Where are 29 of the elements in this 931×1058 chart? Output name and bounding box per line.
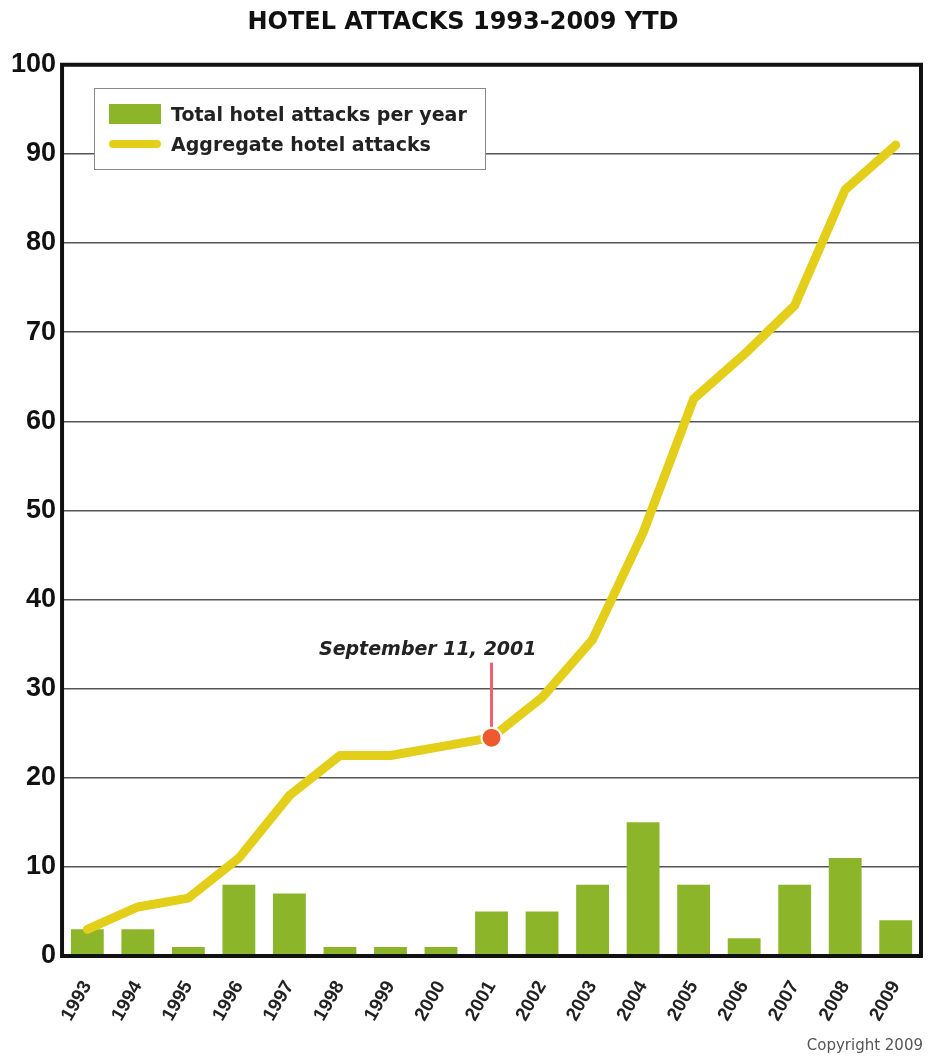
- bar: [70, 929, 104, 956]
- bar: [677, 884, 711, 956]
- y-tick-label: 60: [26, 404, 57, 435]
- y-tick-label: 90: [26, 137, 57, 168]
- y-tick-label: 80: [26, 226, 57, 257]
- text: Copyright 2009: [806, 1036, 923, 1054]
- y-tick-label: 40: [26, 582, 57, 613]
- legend-label: Aggregate hotel attacks: [171, 133, 431, 155]
- bar: [273, 893, 306, 956]
- bar: [121, 929, 155, 956]
- y-tick-label: 70: [26, 315, 57, 346]
- bar: [525, 911, 559, 956]
- y-tick-label: 50: [26, 493, 57, 524]
- bar: [626, 822, 660, 956]
- bar: [828, 857, 862, 956]
- y-tick-label: 10: [26, 850, 57, 881]
- bar: [778, 884, 812, 956]
- y-tick-label: 30: [26, 672, 57, 703]
- bar: [727, 938, 761, 956]
- annotation: September 11, 2001: [318, 637, 537, 660]
- y-tick-label: 100: [10, 48, 57, 79]
- bar: [879, 920, 913, 956]
- bar: [576, 884, 609, 956]
- y-tick-label: 0: [41, 939, 57, 970]
- bar: [222, 884, 256, 956]
- y-tick-label: 20: [26, 761, 57, 792]
- bar: [475, 911, 508, 956]
- chart-title: HOTEL ATTACKS 1993-2009 YTD: [247, 6, 679, 35]
- legend-label: Total hotel attacks per year: [171, 103, 467, 125]
